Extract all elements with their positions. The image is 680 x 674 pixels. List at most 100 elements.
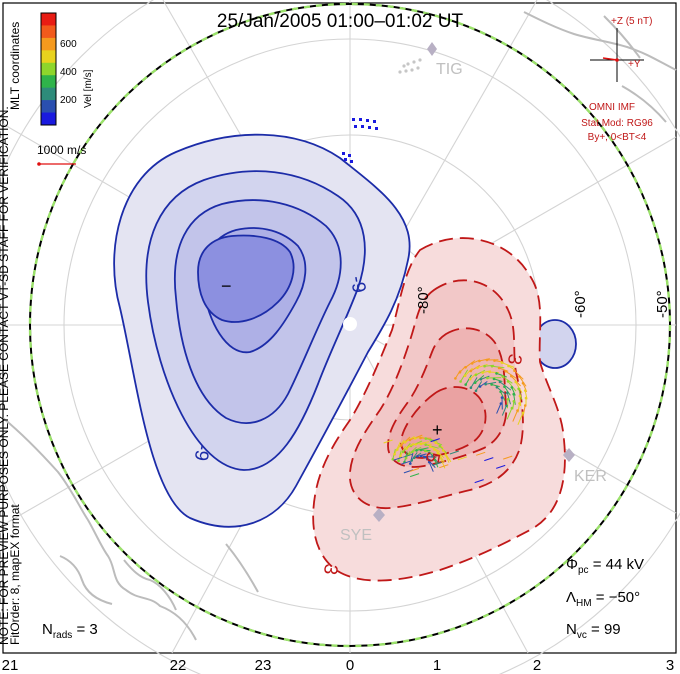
vector-origin bbox=[498, 380, 502, 384]
station-tig: TIG bbox=[427, 42, 463, 78]
colorbar-segment bbox=[41, 37, 56, 51]
vector-line bbox=[491, 384, 500, 388]
vector-line bbox=[475, 369, 486, 376]
vector-origin bbox=[427, 460, 431, 464]
vector-origin bbox=[473, 381, 477, 385]
vector-origin bbox=[423, 455, 426, 459]
contour-label-neg-lower: -9 bbox=[190, 442, 214, 462]
vector-origin bbox=[518, 394, 522, 398]
vector-line bbox=[502, 376, 513, 384]
vector-line bbox=[465, 360, 476, 368]
vector-origin bbox=[478, 359, 481, 363]
vector-origin bbox=[419, 454, 423, 458]
vector-origin bbox=[459, 380, 462, 383]
vector-origin bbox=[419, 436, 422, 440]
vector-origin bbox=[493, 359, 496, 362]
vector-origin bbox=[405, 447, 409, 450]
vector-line bbox=[425, 444, 439, 449]
vector-line bbox=[485, 381, 497, 385]
colorbar-segment bbox=[41, 100, 56, 114]
mlt-tick-3: 3 bbox=[666, 657, 674, 674]
island-dots bbox=[398, 58, 422, 74]
mlt-tick-22: 22 bbox=[170, 657, 187, 674]
contour-label-pos-lower: 3 bbox=[319, 562, 342, 576]
vector-origin bbox=[412, 456, 416, 460]
vector-origin bbox=[468, 377, 472, 381]
vector-line bbox=[434, 459, 439, 468]
latitude-label-80: -80° bbox=[415, 286, 432, 314]
colorbar-segment bbox=[41, 25, 56, 39]
positive-potential-cell bbox=[312, 237, 566, 582]
vector-line bbox=[519, 395, 522, 407]
vector-line bbox=[480, 375, 490, 380]
vector-origin bbox=[474, 373, 478, 377]
vector-origin bbox=[517, 387, 520, 391]
vector-origin bbox=[444, 453, 448, 457]
mlt-tick-23: 23 bbox=[255, 657, 272, 674]
vector-origin bbox=[431, 454, 434, 458]
vector-line bbox=[515, 381, 523, 394]
reference-vector: 1000 m/s bbox=[37, 143, 86, 166]
potential-min-marker: − bbox=[221, 276, 232, 296]
stat-n-rads: Nrads = 3 bbox=[42, 621, 98, 641]
vector-line bbox=[506, 407, 513, 420]
vector-origin bbox=[433, 448, 436, 451]
stat-lambda-hm: ΛHM = −50° bbox=[566, 589, 640, 609]
vector-origin bbox=[479, 378, 483, 381]
vector-line bbox=[479, 381, 488, 387]
vector-line bbox=[426, 458, 436, 469]
vector-origin bbox=[454, 377, 457, 380]
vector-origin bbox=[503, 385, 506, 389]
stat-n-vc: Nvc = 99 bbox=[566, 621, 621, 641]
colorbar-segment bbox=[41, 62, 56, 76]
vector-origin bbox=[524, 396, 528, 400]
vector-origin bbox=[439, 456, 442, 459]
vector-origin bbox=[401, 450, 405, 454]
vector-origin bbox=[518, 402, 521, 405]
vector-line bbox=[428, 461, 434, 472]
reference-vector-label: 1000 m/s bbox=[37, 143, 86, 157]
vector-origin bbox=[399, 454, 402, 458]
vector-origin bbox=[510, 374, 513, 378]
vector-origin bbox=[506, 380, 510, 383]
map-title: 25/Jan/2005 01:00–01:02 UT bbox=[217, 11, 464, 32]
vector-line bbox=[393, 456, 403, 461]
mlt-axis: 21 22 23 0 1 2 3 bbox=[2, 657, 675, 674]
vector-line bbox=[449, 450, 459, 455]
latitude-label-60: -60° bbox=[572, 290, 589, 318]
latitude-label-50: -50° bbox=[654, 290, 671, 318]
vector-origin bbox=[510, 406, 514, 410]
vector-line bbox=[470, 364, 481, 372]
vector-line bbox=[503, 455, 513, 460]
vector-origin bbox=[499, 402, 503, 405]
imf-z-label: +Z (5 nT) bbox=[611, 16, 652, 27]
vector-origin bbox=[424, 449, 427, 453]
vector-line bbox=[445, 454, 450, 463]
vector-origin bbox=[523, 389, 527, 392]
pole-marker bbox=[343, 317, 357, 331]
vector-line bbox=[465, 374, 472, 385]
vector-line bbox=[522, 405, 526, 417]
vector-origin bbox=[404, 456, 408, 460]
vector-origin bbox=[486, 376, 489, 380]
vector-origin bbox=[512, 392, 515, 396]
vector-line bbox=[514, 370, 524, 380]
vector-origin bbox=[518, 375, 521, 378]
fit-order-note: FitOrder: 8, mapEX format bbox=[8, 504, 22, 645]
vector-origin bbox=[458, 371, 462, 374]
potential-max-marker: + bbox=[432, 420, 443, 440]
vector-line bbox=[479, 358, 490, 362]
boundary-green bbox=[28, 2, 672, 648]
vector-origin bbox=[441, 449, 445, 452]
vector-line bbox=[484, 457, 494, 462]
vector-origin bbox=[434, 441, 438, 445]
vector-origin bbox=[426, 457, 429, 461]
contour-label-neg-upper: -9 bbox=[346, 274, 370, 294]
vector-origin bbox=[495, 385, 499, 389]
vector-line bbox=[496, 464, 506, 469]
vector-origin bbox=[429, 445, 432, 448]
vector-line bbox=[474, 479, 484, 484]
vector-origin bbox=[507, 364, 510, 368]
vector-line bbox=[420, 455, 434, 458]
station-tig-label: TIG bbox=[436, 61, 463, 78]
